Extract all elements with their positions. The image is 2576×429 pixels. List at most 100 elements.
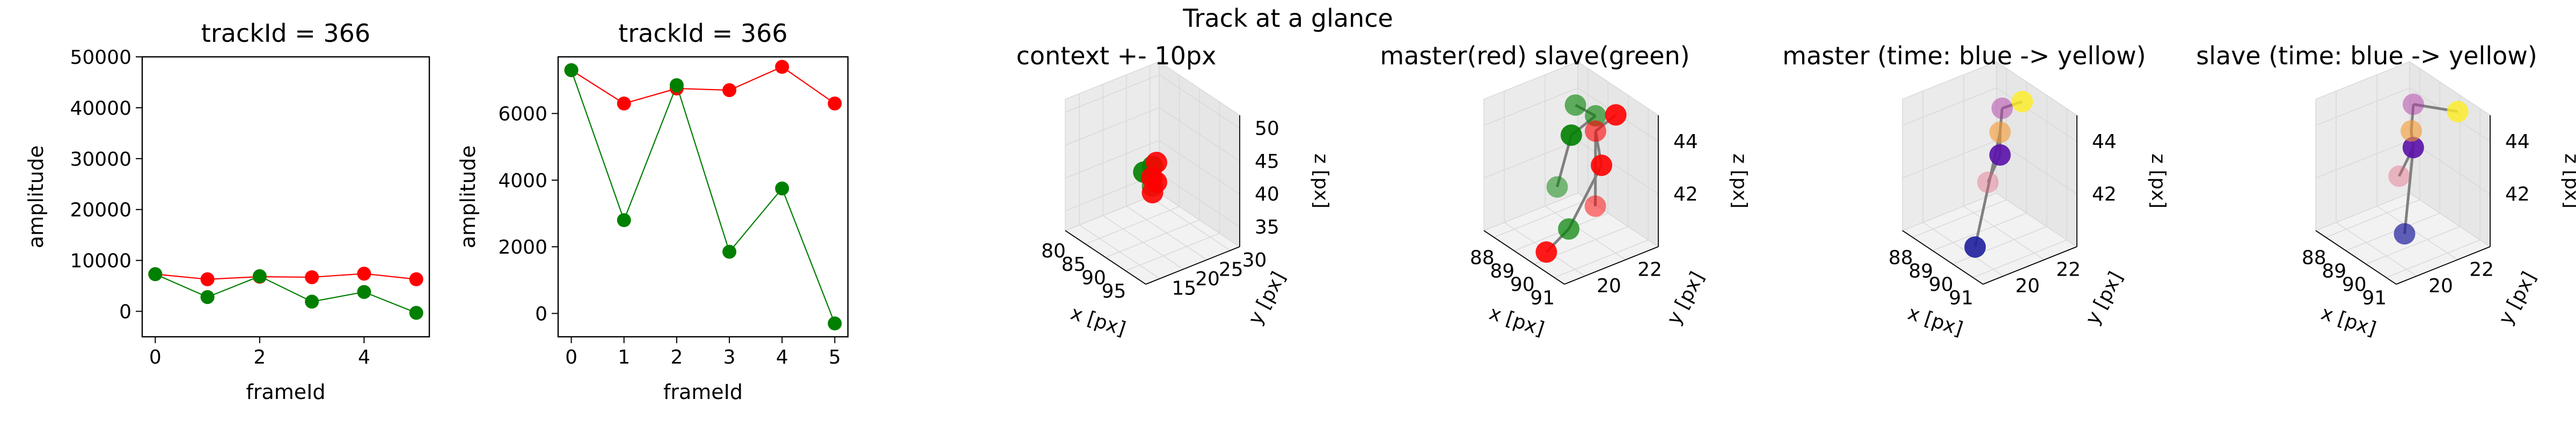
z-tick-label: 50	[1255, 118, 1279, 140]
data-point	[1546, 176, 1568, 198]
gridline	[2336, 91, 2417, 277]
y-axis-line	[2396, 246, 2491, 285]
data-point	[2401, 120, 2423, 142]
data-point	[775, 60, 789, 74]
gridline	[2376, 75, 2458, 260]
y-tick-label: 40000	[70, 98, 131, 120]
data-point	[722, 245, 737, 259]
chart-title: master (time: blue -> yellow)	[1782, 41, 2146, 70]
data-point	[2011, 91, 2033, 113]
data-point	[722, 83, 737, 98]
y-tick-label: 30	[1242, 249, 1267, 271]
x-tick-label: 90	[2342, 274, 2367, 296]
x-tick-label: 90	[1510, 274, 1535, 296]
chart-title: trackId = 366	[618, 19, 787, 48]
z-tick-label: 35	[1255, 216, 1279, 238]
y-tick-label: 22	[2469, 258, 2494, 280]
gridline	[1963, 75, 2045, 260]
data-point	[1605, 104, 1627, 126]
gridline	[1972, 108, 2067, 278]
gridline	[1545, 75, 1626, 260]
x-tick-label: 4	[776, 346, 788, 368]
data-point	[617, 213, 631, 227]
y-tick-label: 22	[1637, 258, 1662, 280]
x-axis-line	[1902, 230, 1984, 285]
data-point	[1977, 171, 1999, 193]
y-tick-label: 10000	[70, 250, 131, 272]
data-point	[305, 294, 319, 309]
y-axis-line	[1145, 246, 1240, 285]
x-tick-label: 0	[149, 346, 162, 368]
x-tick-label: 85	[1062, 254, 1086, 276]
gridline	[2315, 87, 2491, 142]
z-axis-label: z [px]	[1729, 153, 1751, 209]
y-tick-label: 6000	[498, 103, 547, 125]
data-point	[2388, 165, 2410, 187]
y-tick-label: 20	[2015, 275, 2040, 297]
x-tick-label: 80	[1041, 240, 1066, 262]
x-tick-label: 88	[2302, 247, 2326, 269]
z-axis-label: z [px]	[1310, 153, 1332, 209]
gridline	[1932, 82, 2027, 252]
y-tick-label: 0	[535, 304, 547, 326]
z-axis-label: z [px]	[2147, 153, 2169, 209]
plot-frame	[557, 56, 849, 338]
data-point	[2402, 93, 2424, 115]
x-tick-label: 1	[618, 346, 630, 368]
data-point	[252, 269, 267, 284]
x-axis-label: frameId	[663, 380, 743, 404]
x-tick-label: 89	[1908, 261, 1933, 283]
gridline	[1065, 140, 1240, 195]
x-axis-line	[1483, 230, 1565, 285]
y-axis-line	[1564, 246, 1659, 285]
trajectory-line	[2403, 147, 2415, 234]
data-point	[1991, 97, 2013, 119]
gridline	[1125, 102, 1220, 271]
chart-title: context +- 10px	[1016, 41, 1217, 70]
x-axis-label: frameId	[246, 380, 325, 404]
x-tick-label: 89	[1490, 261, 1514, 283]
x-tick-label: 91	[1530, 287, 1555, 309]
data-point	[1564, 94, 1586, 116]
data-point	[1585, 105, 1607, 127]
x-tick-label: 91	[2362, 287, 2387, 309]
series-line-0	[570, 66, 836, 105]
line-chart-1: trackId = 366 0 1 2 3 4 5 0 2000 4000 6000 frameId a…	[456, 19, 849, 404]
x-tick-label: 91	[1949, 287, 1973, 309]
y-tick-label: 22	[2056, 258, 2081, 280]
data-point	[2394, 223, 2416, 245]
x-tick-label: 2	[670, 346, 683, 368]
chart-title: master(red) slave(green)	[1380, 41, 1689, 70]
data-point	[775, 181, 789, 196]
y-tick-label: 20	[2428, 275, 2453, 297]
chart-title: slave (time: blue -> yellow)	[2196, 41, 2537, 70]
series-line-0	[155, 273, 416, 280]
x-tick-label: 3	[723, 346, 736, 368]
gridline	[2345, 82, 2440, 252]
z-tick-label: 42	[1673, 183, 1698, 205]
y-tick-label: 2000	[498, 236, 547, 258]
plot-frame	[141, 56, 430, 338]
data-point	[2447, 101, 2469, 123]
data-point	[1558, 218, 1580, 240]
line-chart-0: trackId = 366 0 2 4 0 10000 20000 30000 40000 500…	[24, 19, 430, 404]
chart-title: trackId = 366	[201, 19, 370, 48]
z-tick-label: 44	[2505, 131, 2530, 153]
series-line-1	[155, 273, 417, 314]
x-tick-label: 90	[1929, 274, 1953, 296]
series-line-1	[570, 70, 836, 324]
x-axis-line	[1065, 230, 1146, 285]
data-point	[828, 316, 842, 331]
gridline	[2385, 108, 2480, 278]
y-tick-label: 20	[1597, 275, 1621, 297]
gridline	[1102, 84, 1184, 270]
x-tick-label: 88	[1470, 247, 1495, 269]
z-tick-label: 44	[1673, 131, 1698, 153]
data-point	[1989, 144, 2011, 166]
z-tick-label: 44	[2092, 131, 2117, 153]
data-point	[617, 97, 631, 110]
data-point	[1585, 120, 1607, 142]
